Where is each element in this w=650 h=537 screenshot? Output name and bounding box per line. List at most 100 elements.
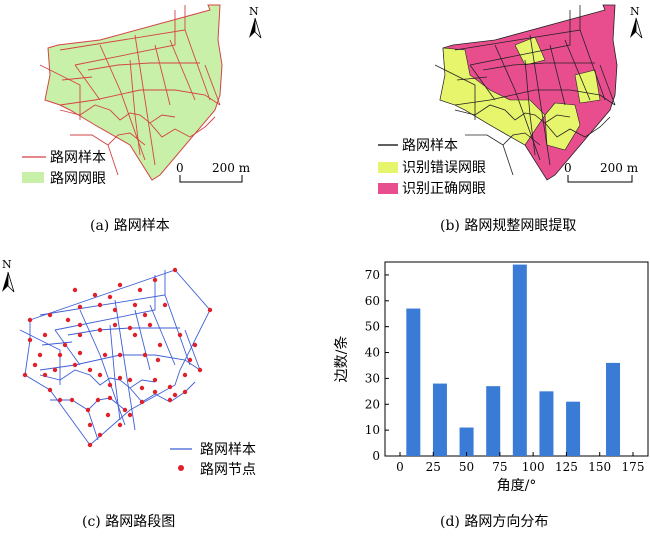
bar [606, 362, 621, 456]
x-tick-label: 125 [555, 460, 578, 474]
road-node [42, 332, 48, 338]
road-node [97, 327, 103, 333]
road-node [97, 372, 103, 378]
road-node [155, 357, 161, 363]
panel-d: 0 25 50 75 100 125 150 175 0 10 20 30 40 50 60 70 角度/° 边数… [333, 261, 649, 530]
road-node [122, 407, 128, 413]
road-node [57, 397, 63, 403]
road-node [197, 367, 203, 373]
road-node [107, 294, 113, 300]
road-node [47, 387, 53, 393]
road-node [112, 307, 118, 313]
road-node [167, 397, 173, 403]
road-node [87, 422, 93, 428]
legend-mesh-swatch-a [22, 172, 44, 183]
road-node [137, 287, 143, 293]
road-node [177, 332, 183, 338]
caption-b: (b) 路网规整网眼提取 [440, 218, 576, 234]
road-node [117, 282, 123, 288]
road-node [72, 362, 78, 368]
legend-correct-label-b: 识别正确网眼 [402, 181, 486, 197]
bar [432, 383, 447, 456]
road-node [77, 304, 83, 310]
legend-b: 路网样本 识别错误网眼 识别正确网眼 [378, 138, 486, 197]
north-arrow-c: N [2, 258, 15, 293]
legend-road-label-c: 路网样本 [200, 442, 256, 458]
road-node [162, 302, 168, 308]
x-tick-label: 25 [426, 460, 441, 474]
road-node [72, 287, 78, 293]
road-node [127, 325, 133, 331]
road-node [77, 322, 83, 328]
bar [459, 427, 474, 456]
road-node [139, 385, 145, 391]
bar [566, 401, 581, 456]
svg-text:N: N [2, 258, 12, 271]
y-tick-label: 10 [365, 423, 380, 437]
road-node [167, 384, 173, 390]
node-layer-c [22, 267, 213, 448]
road-node [95, 397, 101, 403]
x-tick-label: 100 [522, 460, 545, 474]
road-node [142, 352, 148, 358]
caption-c: (c) 路网路段图 [82, 514, 175, 530]
road-node [172, 267, 178, 273]
road-lines-c [19, 269, 211, 446]
road-node [27, 317, 33, 323]
mesh-error-region-3 [514, 36, 546, 66]
y-tick-label: 40 [365, 346, 380, 360]
y-tick-label: 0 [372, 449, 380, 463]
road-node [65, 317, 71, 323]
road-node [105, 412, 111, 418]
road-node [27, 337, 33, 343]
road-node [62, 342, 68, 348]
legend-a: 路网样本 路网网眼 [22, 150, 106, 187]
x-tick-label: 150 [588, 460, 611, 474]
bar [512, 264, 527, 456]
road-node [112, 322, 118, 328]
y-tick-label: 50 [365, 320, 380, 334]
svg-text:200 m: 200 m [212, 161, 251, 175]
mesh-map-a [39, 4, 223, 181]
road-node [47, 312, 53, 318]
svg-text:200 m: 200 m [600, 161, 639, 175]
bar [486, 386, 501, 456]
bar [406, 308, 421, 456]
road-node [97, 302, 103, 308]
legend-road-label-b: 路网样本 [402, 138, 458, 154]
north-arrow-b: N [630, 5, 643, 39]
road-node [107, 395, 113, 401]
svg-text:0: 0 [176, 161, 184, 175]
road-node [172, 392, 178, 398]
panel-a: N 路网样本 路网网眼 0 200 m (a) 路网样本 [22, 4, 262, 234]
road-node [97, 432, 103, 438]
road-node [57, 352, 63, 358]
legend-road-label-a: 路网样本 [50, 150, 106, 166]
legend-error-label-b: 识别错误网眼 [402, 160, 486, 176]
road-node [132, 302, 138, 308]
y-axis-label: 边数/条 [333, 336, 350, 383]
y-tick-label: 20 [365, 397, 380, 411]
y-tick-label: 70 [365, 268, 380, 282]
road-node [117, 422, 123, 428]
x-tick-label: 75 [492, 460, 507, 474]
y-tick-label: 30 [365, 371, 380, 385]
road-node [69, 397, 75, 403]
road-node [87, 442, 93, 448]
scale-bar-a: 0 200 m [176, 161, 251, 183]
svg-text:0: 0 [564, 161, 572, 175]
panel-b: N 路网样本 识别错误网眼 识别正确网眼 0 200 m (b) 路网规整网眼提… [378, 4, 643, 234]
legend-c: 路网样本 路网节点 [170, 442, 256, 478]
svg-text:N: N [249, 5, 259, 18]
x-axis-label: 角度/° [497, 478, 537, 494]
road-node [37, 352, 43, 358]
caption-a: (a) 路网样本 [90, 218, 170, 234]
panel-c: N 路网样本 路网节点 (c) 路网路段图 [2, 258, 256, 530]
road-node [182, 372, 188, 378]
road-node [142, 312, 148, 318]
x-tick-label: 50 [459, 460, 474, 474]
road-node [147, 322, 153, 328]
road-node [152, 277, 158, 283]
x-tick-label: 175 [622, 460, 645, 474]
